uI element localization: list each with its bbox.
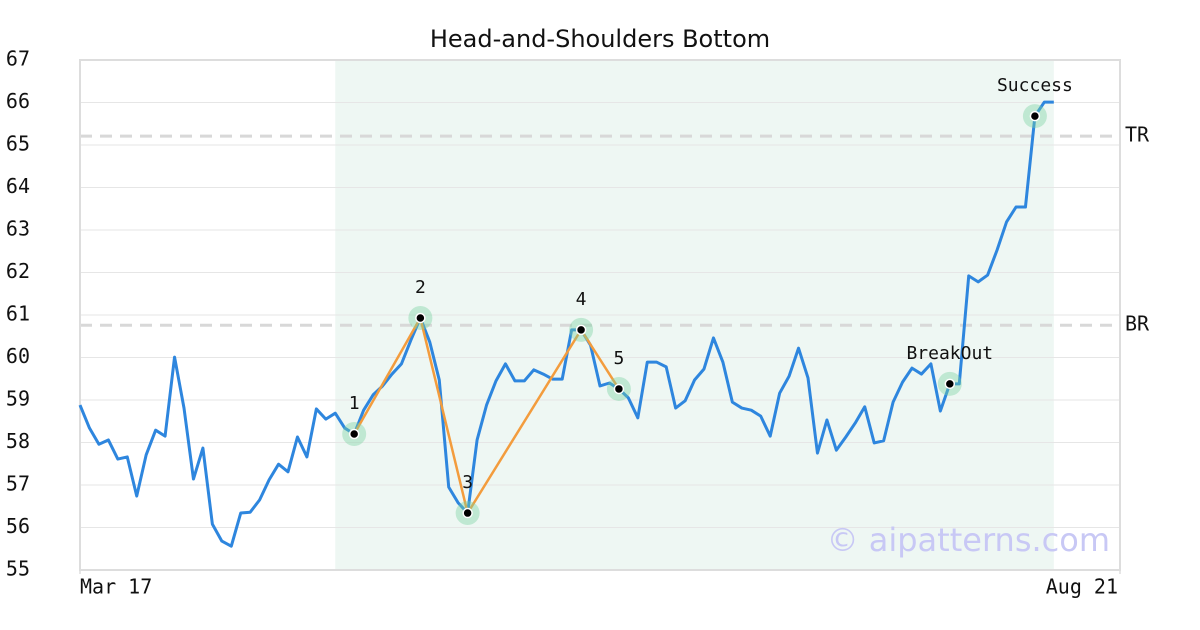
signal-point [1029, 110, 1041, 122]
y-tick-label: 61 [6, 302, 30, 326]
pattern-point-label: 4 [576, 289, 587, 310]
x-tick-label: Aug 21 [1046, 575, 1118, 599]
y-tick-label: 63 [6, 217, 30, 241]
pattern-point [575, 324, 587, 336]
plot-frame [79, 59, 1121, 571]
level-label: BR [1125, 312, 1150, 336]
pattern-point-label: 1 [349, 393, 360, 414]
watermark: © aipatterns.com [827, 521, 1110, 559]
signal-point-label: BreakOut [906, 343, 993, 364]
y-tick-label: 66 [6, 89, 30, 113]
y-tick-label: 56 [6, 514, 30, 538]
signal-point-label: Success [997, 75, 1073, 96]
x-tick-label: Mar 17 [80, 575, 152, 599]
level-label: TR [1125, 123, 1150, 147]
pattern-point [348, 428, 360, 440]
pattern-point [415, 312, 426, 324]
y-tick-label: 64 [6, 174, 30, 198]
y-tick-label: 55 [6, 557, 30, 581]
chart-title: Head-and-Shoulders Bottom [430, 25, 770, 53]
y-tick-label: 59 [6, 387, 30, 411]
y-tick-label: 57 [6, 472, 30, 496]
y-tick-label: 60 [6, 344, 30, 368]
pattern-point-label: 5 [613, 348, 624, 369]
pattern-point-label: 2 [415, 277, 426, 298]
y-tick-label: 62 [6, 259, 30, 283]
y-tick-label: 65 [6, 132, 30, 156]
y-tick-label: 67 [6, 47, 30, 71]
pattern-point [613, 383, 625, 395]
pattern-point-label: 3 [462, 472, 473, 493]
y-tick-label: 58 [6, 429, 30, 453]
signal-point [944, 378, 956, 390]
pattern-point [462, 507, 473, 519]
